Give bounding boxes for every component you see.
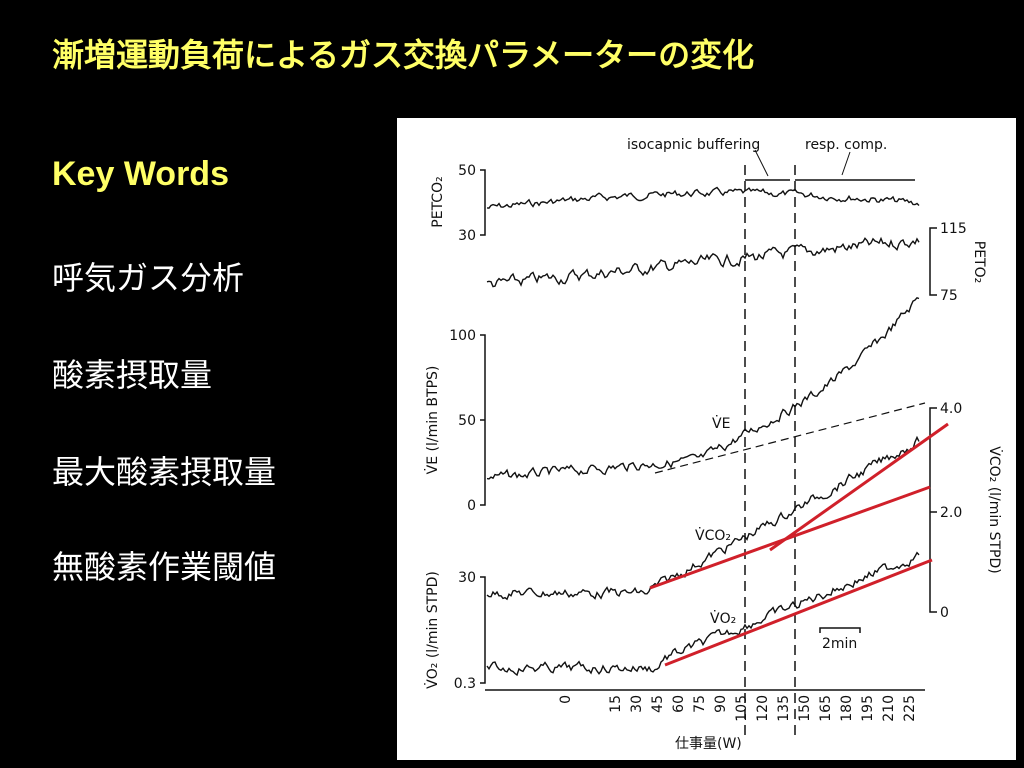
figure-background [397, 118, 1016, 760]
x-title: 仕事量(W) [675, 736, 742, 752]
tick-label: 2.0 [940, 505, 962, 521]
x-label: 15 [608, 695, 624, 713]
trace [486, 296, 920, 480]
axis [480, 576, 486, 684]
x-label: 165 [818, 695, 834, 722]
tick-label: 50 [458, 163, 476, 179]
x-label: 210 [881, 695, 897, 722]
tick-label: 115 [940, 221, 967, 237]
trace-label: V̇E [712, 415, 730, 432]
axis [480, 169, 486, 236]
x-label: 225 [902, 695, 918, 722]
tick-label: 75 [940, 288, 958, 304]
key-words-heading: Key Words [52, 155, 229, 193]
trace-label: V̇CO₂ [695, 527, 731, 544]
panel-label: PETO₂ [971, 241, 987, 283]
phase-label: isocapnic buffering [627, 137, 760, 153]
x-label: 90 [713, 695, 729, 713]
x-label: 0 [558, 695, 574, 704]
x-label: 30 [629, 695, 645, 713]
regression-lines [649, 422, 949, 667]
x-label: 150 [797, 695, 813, 722]
ve-extrapolation [654, 402, 926, 474]
x-label: 60 [671, 695, 687, 713]
scale-bar-label: 2min [822, 636, 857, 652]
phase-label: resp. comp. [805, 137, 887, 153]
panel-label: PETCO₂ [430, 176, 446, 227]
trace [486, 236, 920, 288]
slide-title: 漸増運動負荷によるガス交換パラメーターの変化 [52, 36, 755, 74]
tick-label: 0.3 [454, 676, 476, 692]
trace-label: V̇O₂ [710, 610, 736, 627]
panel-label: V̇E (l/min BTPS) [424, 366, 441, 475]
panel-label: V̇CO₂ (l/min STPD) [986, 446, 1003, 573]
tick-label: 30 [458, 228, 476, 244]
figure: isocapnic buffering resp. comp. PETCO₂ 5… [397, 118, 1016, 760]
trace [486, 186, 920, 209]
x-label: 75 [692, 695, 708, 713]
tick-label: 30 [458, 570, 476, 586]
x-label: 120 [755, 695, 771, 722]
x-label: 135 [776, 695, 792, 722]
key-word: 最大酸素摂取量 [52, 453, 277, 491]
trace [486, 551, 920, 677]
x-label: 105 [734, 695, 750, 722]
regression-line [664, 558, 933, 667]
axis [480, 334, 486, 506]
regression-line [769, 422, 949, 552]
scale-bar [819, 627, 861, 633]
panel-label: V̇O₂ (l/min STPD) [424, 571, 441, 689]
key-word: 無酸素作業閾値 [52, 548, 277, 586]
axis [929, 227, 937, 296]
x-labels: 0 15 30 45 60 75 90 105 120 135 150 165 180 195 210 225 [558, 695, 918, 722]
x-label: 180 [839, 695, 855, 722]
axis [929, 407, 937, 613]
x-label: 195 [860, 695, 876, 722]
tick-label: 4.0 [940, 401, 962, 417]
tick-label: 0 [940, 605, 949, 621]
axes [480, 149, 937, 740]
tick-label: 0 [467, 498, 476, 514]
tick-label: 100 [449, 328, 476, 344]
traces [486, 186, 920, 677]
trace [486, 435, 920, 601]
key-word: 酸素摂取量 [52, 356, 213, 394]
x-label: 45 [650, 695, 666, 713]
pointer [754, 149, 851, 177]
tick-label: 50 [458, 413, 476, 429]
key-word: 呼気ガス分析 [52, 259, 245, 297]
